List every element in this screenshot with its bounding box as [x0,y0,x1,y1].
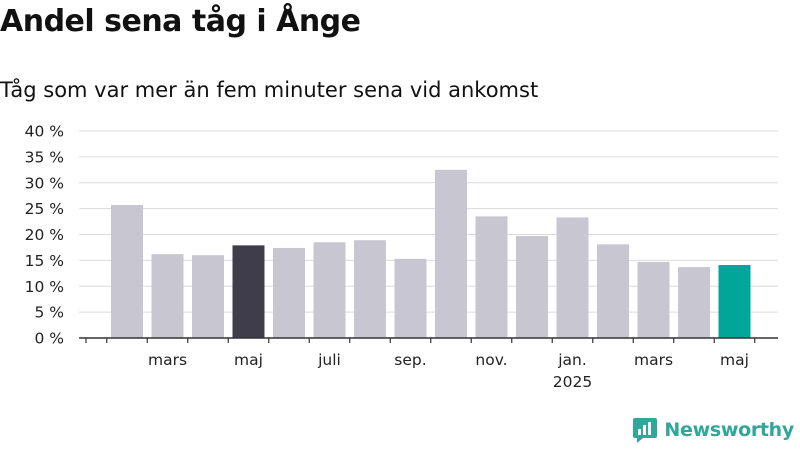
bar [354,240,386,338]
y-tick-label: 15 % [25,252,64,270]
bar-chart: 0 %5 %10 %15 %20 %25 %30 %35 %40 % mars m… [25,123,778,391]
bar [232,245,265,338]
bar [475,216,508,338]
x-tick-label: juli [317,351,341,369]
chart-subtitle: Tåg som var mer än fem minuter sena vid … [0,78,539,102]
x-axis: mars maj juli sep. nov. jan. 2025 mars maj [79,337,778,391]
bar [556,217,589,338]
bar [394,258,427,338]
y-tick-label: 0 % [34,330,64,348]
bar [313,242,346,338]
bar [151,254,184,338]
y-tick-label: 25 % [25,200,64,218]
bar [111,205,143,338]
y-tick-label: 20 % [25,226,64,244]
x-tick-label: sep. [394,351,426,369]
bar [678,267,710,338]
bar [273,247,305,338]
newsworthy-logo-text: Newsworthy [664,419,794,441]
gridlines [79,130,778,313]
chart-title: Andel sena tåg i Ånge [0,4,361,39]
bar [718,265,751,338]
newsworthy-logo: Newsworthy [632,416,794,444]
y-tick-label: 5 % [34,304,64,322]
x-tick-label: mars [634,351,673,369]
y-tick-label: 35 % [25,148,64,166]
x-tick-label: maj [234,351,263,369]
x-tick-sublabel: 2025 [553,373,592,391]
x-tick-label: maj [720,351,749,369]
y-tick-label: 30 % [25,174,64,192]
y-tick-label: 10 % [25,278,64,296]
x-tick-label: jan. [557,351,587,369]
bar [597,244,629,338]
bar [192,255,224,338]
bar [516,236,548,338]
bar [637,261,670,338]
bars [111,169,751,338]
y-axis-ticks: 0 % 5 % 10 % 15 % 20 % 25 % 30 % 35 % 40 % [25,123,64,348]
bar [435,169,467,338]
x-tick-label: mars [148,351,187,369]
x-tick-label: nov. [475,351,507,369]
newsworthy-logo-icon [633,418,658,443]
y-tick-label: 40 % [25,123,64,141]
